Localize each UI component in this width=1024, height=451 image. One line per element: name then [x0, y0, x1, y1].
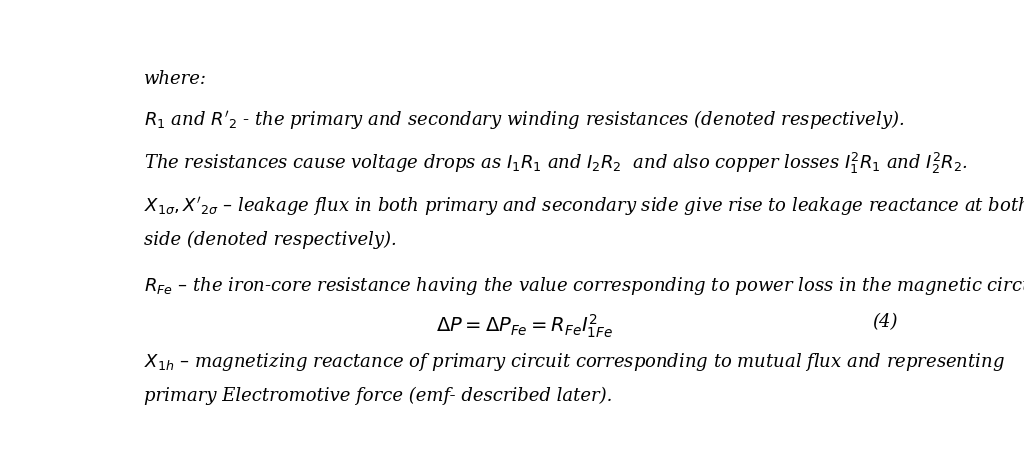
Text: $R_{Fe}$ – the iron-core resistance having the value corresponding to power loss: $R_{Fe}$ – the iron-core resistance havi…: [143, 275, 1024, 297]
Text: $X_{1\sigma}, X'_{2\sigma}$ – leakage flux in both primary and secondary side gi: $X_{1\sigma}, X'_{2\sigma}$ – leakage fl…: [143, 195, 1024, 218]
Text: $X_{1h}$ – magnetizing reactance of primary circuit corresponding to mutual flux: $X_{1h}$ – magnetizing reactance of prim…: [143, 351, 1005, 373]
Text: $\Delta P = \Delta P_{Fe} = R_{Fe}I^2_{1Fe}$: $\Delta P = \Delta P_{Fe} = R_{Fe}I^2_{1…: [436, 313, 613, 340]
Text: primary Electromotive force (emf- described later).: primary Electromotive force (emf- descri…: [143, 387, 612, 405]
Text: (4): (4): [872, 313, 898, 331]
Text: where:: where:: [143, 70, 207, 88]
Text: The resistances cause voltage drops as $I_1R_1$ and $I_2R_2$  and also copper lo: The resistances cause voltage drops as $…: [143, 152, 968, 176]
Text: $R_1$ and $R'_2$ - the primary and secondary winding resistances (denoted respec: $R_1$ and $R'_2$ - the primary and secon…: [143, 108, 904, 131]
Text: side (denoted respectively).: side (denoted respectively).: [143, 231, 396, 249]
